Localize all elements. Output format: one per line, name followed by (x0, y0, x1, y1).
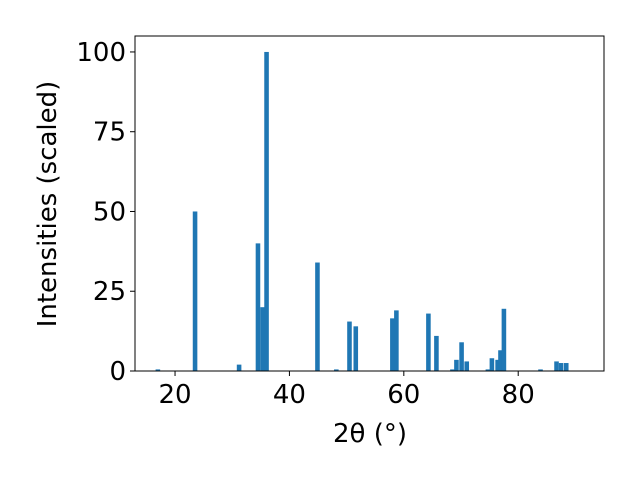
y-axis-label: Intensities (scaled) (33, 81, 63, 328)
bar (394, 310, 399, 371)
bar (495, 359, 500, 371)
bar (558, 363, 564, 371)
bar (464, 361, 470, 371)
x-tick-label: 80 (502, 380, 535, 410)
y-tick-label: 50 (93, 197, 126, 227)
bar (390, 318, 395, 371)
x-tick-label: 40 (273, 380, 306, 410)
bar (434, 335, 439, 371)
bar (498, 350, 503, 371)
bar (264, 51, 269, 371)
bar (334, 369, 339, 371)
x-axis-label: 2θ (°) (333, 419, 407, 449)
bar (563, 363, 569, 371)
bar (236, 364, 242, 371)
bar (315, 262, 320, 371)
x-tick-label: 20 (158, 380, 191, 410)
bar (450, 369, 455, 371)
y-tick-label: 100 (76, 38, 126, 68)
bar (260, 307, 265, 371)
y-tick-label: 25 (93, 277, 126, 307)
bar (538, 369, 543, 371)
bar (459, 342, 464, 371)
x-tick-label: 60 (387, 380, 420, 410)
bar (353, 326, 359, 371)
bar (347, 321, 352, 371)
y-tick-label: 75 (93, 118, 126, 148)
bar (155, 369, 161, 371)
bar (192, 211, 198, 371)
bar (489, 358, 495, 371)
plot-frame (134, 35, 605, 372)
bar (255, 243, 261, 371)
bar (485, 369, 491, 371)
bar (501, 308, 507, 371)
bar (454, 359, 459, 371)
bar (426, 313, 431, 371)
y-tick-label: 0 (109, 357, 126, 387)
bar (554, 361, 559, 371)
